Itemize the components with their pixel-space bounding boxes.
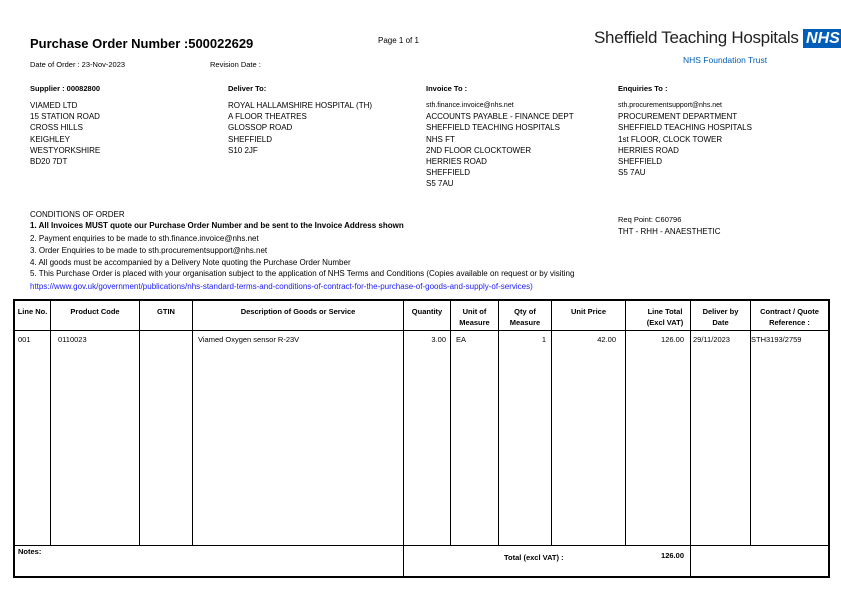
address-line: HERRIES ROAD [618, 145, 679, 155]
cell-line-total: 126.00 [661, 335, 684, 344]
cell-quantity: 3.00 [431, 335, 446, 344]
address-line: 1st FLOOR, CLOCK TOWER [618, 134, 723, 144]
cell-description: Viamed Oxygen sensor R-23V [198, 335, 300, 344]
address-line: BD20 7DT [30, 157, 68, 167]
col-contract-ref: Contract / Quote Reference : [760, 307, 819, 327]
total-label: Total (excl VAT) : [504, 553, 564, 562]
address-line: ACCOUNTS PAYABLE - FINANCE DEPT [426, 112, 574, 122]
col-deliver-by: Deliver by Date [702, 307, 739, 327]
cell-uom: EA [456, 335, 467, 344]
address-line: WESTYORKSHIRE [30, 145, 101, 155]
col-unit-of-measure: Unit of Measure [459, 307, 490, 327]
address-line: A FLOOR THEATRES [228, 112, 307, 122]
condition-1: 1. All Invoices MUST quote our Purchase … [30, 221, 404, 230]
col-gtin: GTIN [157, 307, 175, 316]
address-line: S5 7AU [618, 168, 646, 178]
logo-subtitle: NHS Foundation Trust [683, 55, 768, 65]
page-number: Page 1 of 1 [378, 36, 419, 45]
cell-unit-price: 42.00 [597, 335, 616, 344]
address-line: sth.procurementsupport@nhs.net [618, 102, 722, 109]
cell-line: 001 [18, 335, 31, 344]
col-line-total: Line Total (Excl VAT) [646, 307, 684, 327]
address-line: HERRIES ROAD [426, 157, 487, 167]
logo-name: Sheffield Teaching Hospitals [594, 28, 799, 47]
address-line: 2ND FLOOR CLOCKTOWER [426, 145, 532, 155]
col-description: Description of Goods or Service [240, 307, 356, 316]
address-line: VIAMED LTD [30, 101, 78, 110]
condition-4: 4. All goods must be accompanied by a De… [30, 258, 351, 267]
cell-contract-ref: STH3193/2759 [751, 335, 802, 344]
col-qty-of-measure: Qty of Measure [509, 307, 541, 327]
req-point-department: THT - RHH - ANAESTHETIC [618, 227, 721, 236]
terms-link[interactable]: https://www.gov.uk/government/publicatio… [30, 282, 533, 291]
col-product-code: Product Code [70, 307, 120, 316]
address-line: KEIGHLEY [30, 134, 71, 144]
cell-qty-measure: 1 [541, 335, 546, 344]
revision-date: Revision Date : [210, 60, 261, 69]
deliver-address: ROYAL HALLAMSHIRE HOSPITAL (TH) A FLOOR … [228, 100, 372, 156]
enquiries-heading: Enquiries To : [618, 84, 668, 93]
address-line: GLOSSOP ROAD [228, 123, 293, 133]
enquiries-address: sth.procurementsupport@nhs.net PROCUREME… [618, 100, 752, 178]
condition-3: 3. Order Enquiries to be made to sth.pro… [30, 246, 268, 255]
invoice-address: sth.finance.invoice@nhs.net ACCOUNTS PAY… [426, 100, 574, 190]
col-quantity: Quantity [411, 307, 443, 316]
condition-2: 2. Payment enquiries to be made to sth.f… [30, 234, 259, 243]
cell-deliver-by: 29/11/2023 [693, 335, 730, 344]
total-value: 126.00 [661, 551, 684, 560]
deliver-heading: Deliver To: [228, 84, 267, 93]
address-line: S5 7AU [426, 179, 454, 189]
col-line-no: Line No. [17, 307, 48, 316]
address-line: SHEFFIELD [618, 157, 663, 167]
supplier-heading: Supplier : 00082800 [30, 84, 101, 93]
address-line: SHEFFIELD TEACHING HOSPITALS [426, 123, 560, 133]
cell-product-code: 0110023 [58, 335, 87, 344]
notes-label: Notes: [18, 547, 42, 556]
address-line: NHS FT [426, 134, 455, 144]
req-point: Req Point: C60796 [618, 215, 682, 224]
condition-5: 5. This Purchase Order is placed with yo… [30, 269, 575, 278]
address-line: ROYAL HALLAMSHIRE HOSPITAL (TH) [228, 101, 373, 110]
trust-logo: Sheffield Teaching Hospitals NHS [594, 28, 841, 49]
address-line: sth.finance.invoice@nhs.net [426, 102, 514, 109]
nhs-badge: NHS [803, 29, 841, 48]
col-unit-price: Unit Price [570, 307, 606, 316]
po-title: Purchase Order Number :500022629 [30, 36, 254, 51]
address-line: CROSS HILLS [30, 123, 83, 133]
address-line: SHEFFIELD [426, 168, 471, 178]
address-line: SHEFFIELD TEACHING HOSPITALS [618, 123, 752, 133]
conditions-heading: CONDITIONS OF ORDER [30, 210, 125, 219]
date-of-order: Date of Order : 23-Nov-2023 [30, 60, 126, 69]
address-line: S10 2JF [228, 145, 258, 155]
address-line: SHEFFIELD [228, 134, 273, 144]
address-line: PROCUREMENT DEPARTMENT [618, 112, 738, 122]
address-line: 15 STATION ROAD [30, 112, 100, 122]
invoice-heading: Invoice To : [426, 84, 468, 93]
supplier-address: VIAMED LTD 15 STATION ROAD CROSS HILLS K… [30, 100, 100, 167]
